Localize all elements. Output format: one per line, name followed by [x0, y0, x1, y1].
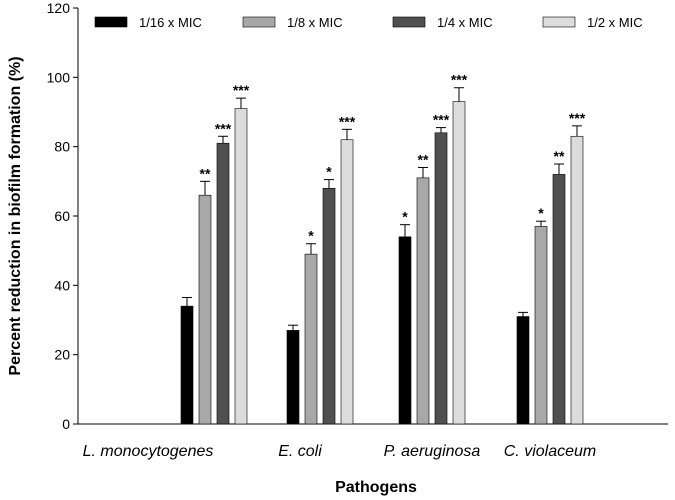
y-tick-label: 0: [62, 416, 70, 432]
legend-swatch: [392, 16, 426, 28]
significance-label: ***: [433, 112, 450, 128]
x-category-label: E. coli: [278, 443, 322, 460]
bar: [304, 253, 318, 425]
legend-swatch: [94, 16, 128, 28]
legend-swatch: [542, 16, 576, 28]
significance-label: **: [200, 165, 211, 181]
legend-label: 1/4 x MIC: [437, 15, 493, 30]
y-tick-label: 80: [54, 139, 70, 155]
bar: [198, 194, 212, 425]
significance-label: *: [308, 228, 314, 244]
significance-label: *: [538, 205, 544, 221]
legend-label: 1/2 x MIC: [587, 15, 643, 30]
bar: [234, 108, 248, 425]
significance-label: **: [418, 151, 429, 167]
bar: [516, 316, 530, 425]
bar: [340, 139, 354, 425]
legend: 1/16 x MIC 1/8 x MIC 1/4 x MIC 1/2 x MIC: [94, 15, 643, 30]
bar-series-group: ****************************: [180, 72, 586, 425]
y-axis-title: Percent reduction in biofilm formation (…: [7, 56, 24, 375]
legend-label: 1/8 x MIC: [287, 15, 343, 30]
significance-label: ***: [339, 113, 356, 129]
bar: [570, 135, 584, 425]
x-category-label: L. monocytogenes: [83, 443, 214, 460]
significance-label: *: [402, 209, 408, 225]
significance-label: **: [554, 148, 565, 164]
bar: [180, 305, 194, 425]
significance-label: ***: [451, 72, 468, 88]
bar: [434, 132, 448, 425]
legend-label: 1/16 x MIC: [139, 15, 202, 30]
legend-swatch: [242, 16, 276, 28]
x-category-labels: L. monocytogenes E. coli P. aeruginosa C. v…: [83, 443, 597, 460]
bar: [322, 187, 336, 425]
bar: [416, 177, 430, 425]
significance-label: ***: [569, 110, 586, 126]
significance-label: *: [326, 164, 332, 180]
significance-label: ***: [233, 82, 250, 98]
bar: [452, 101, 466, 425]
y-axis-ticks: 0 20 40 60 80 100 120: [47, 0, 78, 432]
bar: [216, 142, 230, 425]
bar: [534, 226, 548, 425]
x-category-label: P. aeruginosa: [384, 443, 481, 460]
significance-label: ***: [215, 120, 232, 136]
x-axis-title: Pathogens: [335, 479, 417, 496]
bar: [552, 174, 566, 425]
y-tick-label: 120: [47, 0, 71, 16]
bar: [398, 236, 412, 425]
y-tick-label: 20: [54, 347, 70, 363]
y-tick-label: 100: [47, 69, 71, 85]
y-tick-label: 60: [54, 208, 70, 224]
bar: [286, 330, 300, 425]
y-tick-label: 40: [54, 277, 70, 293]
x-category-label: C. violaceum: [504, 443, 596, 460]
